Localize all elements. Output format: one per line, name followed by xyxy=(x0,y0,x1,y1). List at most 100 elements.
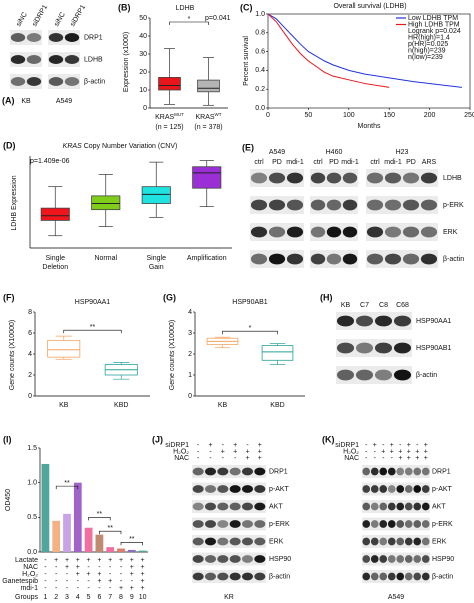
blot-band xyxy=(421,520,430,528)
blot-band xyxy=(192,502,204,511)
treatment-sign: - xyxy=(55,578,58,585)
blot-band xyxy=(241,555,254,563)
chart-title: HSP90AB1 xyxy=(232,299,268,306)
blot-band xyxy=(387,485,396,493)
blot-band xyxy=(254,467,266,476)
blot-band xyxy=(26,77,42,86)
treatment-sign: + xyxy=(130,564,134,571)
blot-band xyxy=(336,342,355,354)
box xyxy=(141,186,171,204)
blot-band xyxy=(413,520,422,528)
panel-label: (B) xyxy=(118,2,131,12)
axis-label: Months xyxy=(358,123,381,130)
y-tick-label: 1 xyxy=(188,372,192,379)
blot-band xyxy=(336,369,355,381)
blot-band xyxy=(286,172,304,184)
band-label: β-actin xyxy=(269,573,290,580)
blot-band xyxy=(342,172,358,184)
lane-label: C8 xyxy=(379,302,388,309)
treatment-sign: + xyxy=(54,557,58,564)
treatment-sign: + xyxy=(141,571,145,578)
category-name: KRAS xyxy=(155,114,174,121)
blot-band xyxy=(229,537,241,546)
box xyxy=(47,339,81,358)
y-tick-label: 1.0 xyxy=(255,11,265,18)
condition-sign: - xyxy=(382,442,385,449)
treatment-sign: + xyxy=(119,557,123,564)
x-tick-label: KRASMUT xyxy=(155,112,184,121)
treatment-sign: + xyxy=(141,578,145,585)
y-tick-label: 0.6 xyxy=(255,48,265,55)
blot-band xyxy=(229,555,241,563)
blot-band xyxy=(254,485,266,493)
sig-label: ** xyxy=(90,324,96,331)
panel-label: (H) xyxy=(320,292,333,302)
blot-band xyxy=(420,253,438,265)
blot-band xyxy=(379,572,388,581)
band-label: β-actin xyxy=(443,256,464,263)
box xyxy=(197,79,220,93)
treatment-sign: + xyxy=(87,557,91,564)
stat-label: Logrank p=0.024 xyxy=(408,28,461,35)
condition-sign: - xyxy=(399,442,402,449)
blot-band xyxy=(229,485,241,493)
blot-band xyxy=(217,555,229,563)
box xyxy=(40,207,70,221)
group-label: A549 xyxy=(269,149,285,156)
condition-sign: - xyxy=(382,455,385,462)
sig-label: * xyxy=(188,16,191,23)
p-value: p=0.041 xyxy=(205,15,231,22)
blot-band xyxy=(254,520,266,528)
lane-label: siNC xyxy=(15,11,29,28)
p-value: p=1.409e-06 xyxy=(30,158,70,165)
blot-caption: KR xyxy=(224,594,234,601)
blot-band xyxy=(387,572,396,581)
lane-label: mdi-1 xyxy=(384,159,402,166)
sig-bracket xyxy=(88,517,111,521)
x-tick-label: KRASWT xyxy=(195,112,221,121)
condition-sign: + xyxy=(415,455,419,462)
lane-label: ARS xyxy=(422,159,437,166)
condition-sign: + xyxy=(233,442,237,449)
treatment-sign: + xyxy=(130,571,134,578)
blot-band xyxy=(396,502,405,511)
x-tick-label: 5 xyxy=(87,594,91,601)
blot-band xyxy=(326,172,342,184)
legend-label: High LDHB TPM xyxy=(408,21,460,28)
blot-band xyxy=(374,369,393,381)
lane-label: KB xyxy=(341,302,351,309)
condition-sign: - xyxy=(197,455,200,462)
x-tick-label: Single xyxy=(147,255,167,262)
blot-band xyxy=(229,572,241,581)
blot-band xyxy=(254,537,266,546)
x-tick-label: Amplification xyxy=(187,255,227,262)
blot-band xyxy=(204,485,217,493)
treatment-sign: - xyxy=(120,564,123,571)
condition-sign: + xyxy=(258,442,262,449)
blot-band xyxy=(379,485,388,493)
x-tick-label: 150 xyxy=(383,112,395,119)
category-sup: MUT xyxy=(174,112,184,117)
blot-band xyxy=(48,33,64,42)
blot-band xyxy=(64,33,80,42)
blot-band xyxy=(413,572,422,581)
blot-strip xyxy=(362,535,430,548)
blot-band xyxy=(192,520,204,528)
treatment-sign: + xyxy=(87,571,91,578)
group-label: H460 xyxy=(326,149,343,156)
treatment-sign: - xyxy=(77,585,80,592)
x-tick-label: 8 xyxy=(119,594,123,601)
blot-band xyxy=(229,502,241,511)
survival-curve xyxy=(267,13,462,88)
blot-band xyxy=(370,502,379,511)
panel-label: (D) xyxy=(3,140,16,150)
treatment-sign: - xyxy=(44,585,47,592)
bar xyxy=(106,547,115,552)
blot-band xyxy=(241,502,254,511)
blot-band xyxy=(370,467,379,476)
treatment-sign: - xyxy=(44,571,47,578)
x-tick-label: 1 xyxy=(43,594,47,601)
bar xyxy=(73,482,82,552)
condition-sign: - xyxy=(391,455,394,462)
y-tick-label: 2 xyxy=(28,372,32,379)
